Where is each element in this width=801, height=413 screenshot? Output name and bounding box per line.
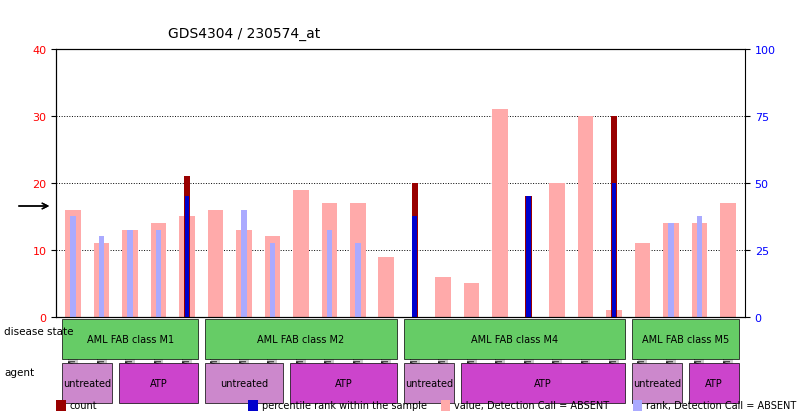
Bar	[493, 110, 508, 317]
Text: ATP: ATP	[705, 378, 723, 388]
Bar	[549, 183, 565, 317]
Bar	[151, 223, 167, 317]
Text: untreated: untreated	[405, 378, 453, 388]
Bar	[236, 230, 252, 317]
Bar	[123, 230, 138, 317]
Text: untreated: untreated	[220, 378, 268, 388]
Bar	[413, 217, 417, 317]
Bar	[156, 230, 161, 317]
Text: AML FAB class M1: AML FAB class M1	[87, 334, 174, 344]
Bar	[321, 204, 337, 317]
Text: AML FAB class M5: AML FAB class M5	[642, 334, 729, 344]
Bar	[412, 183, 418, 317]
Bar	[94, 244, 110, 317]
Text: rank, Detection Call = ABSENT: rank, Detection Call = ABSENT	[646, 401, 797, 411]
Bar	[241, 210, 247, 317]
FancyBboxPatch shape	[632, 319, 739, 359]
Bar	[526, 197, 531, 317]
Bar	[327, 230, 332, 317]
Bar	[612, 183, 616, 317]
Bar	[606, 311, 622, 317]
Bar	[184, 177, 190, 317]
FancyBboxPatch shape	[62, 363, 112, 403]
Bar	[99, 237, 104, 317]
Bar	[179, 217, 195, 317]
FancyBboxPatch shape	[205, 363, 283, 403]
Bar	[127, 230, 133, 317]
Bar	[634, 244, 650, 317]
FancyBboxPatch shape	[461, 363, 625, 403]
Bar	[464, 284, 480, 317]
Text: untreated: untreated	[63, 378, 111, 388]
FancyBboxPatch shape	[290, 363, 397, 403]
Bar	[70, 217, 76, 317]
Bar	[270, 244, 276, 317]
Bar	[578, 116, 594, 317]
Text: agent: agent	[4, 367, 34, 377]
Bar	[525, 197, 532, 317]
Bar	[697, 217, 702, 317]
Bar	[350, 204, 365, 317]
Bar	[611, 116, 617, 317]
Text: count: count	[70, 401, 97, 411]
Bar	[66, 210, 81, 317]
FancyBboxPatch shape	[205, 319, 397, 359]
FancyBboxPatch shape	[404, 363, 454, 403]
Bar	[207, 210, 223, 317]
Text: ATP: ATP	[335, 378, 352, 388]
Text: GDS4304 / 230574_at: GDS4304 / 230574_at	[168, 27, 320, 41]
Text: ATP: ATP	[150, 378, 167, 388]
Text: value, Detection Call = ABSENT: value, Detection Call = ABSENT	[454, 401, 610, 411]
Text: AML FAB class M4: AML FAB class M4	[471, 334, 558, 344]
Bar	[378, 257, 394, 317]
Text: untreated: untreated	[633, 378, 681, 388]
Bar	[663, 223, 678, 317]
Bar	[355, 244, 360, 317]
Bar	[264, 237, 280, 317]
Text: ATP: ATP	[534, 378, 552, 388]
Bar	[720, 204, 735, 317]
Bar	[668, 223, 674, 317]
Bar	[293, 190, 308, 317]
Bar	[436, 277, 451, 317]
FancyBboxPatch shape	[689, 363, 739, 403]
FancyBboxPatch shape	[632, 363, 682, 403]
Text: AML FAB class M2: AML FAB class M2	[257, 334, 344, 344]
Text: disease state: disease state	[4, 326, 74, 336]
Bar	[185, 197, 189, 317]
Bar	[691, 223, 707, 317]
FancyBboxPatch shape	[119, 363, 198, 403]
Text: percentile rank within the sample: percentile rank within the sample	[262, 401, 427, 411]
FancyBboxPatch shape	[404, 319, 625, 359]
FancyBboxPatch shape	[62, 319, 198, 359]
